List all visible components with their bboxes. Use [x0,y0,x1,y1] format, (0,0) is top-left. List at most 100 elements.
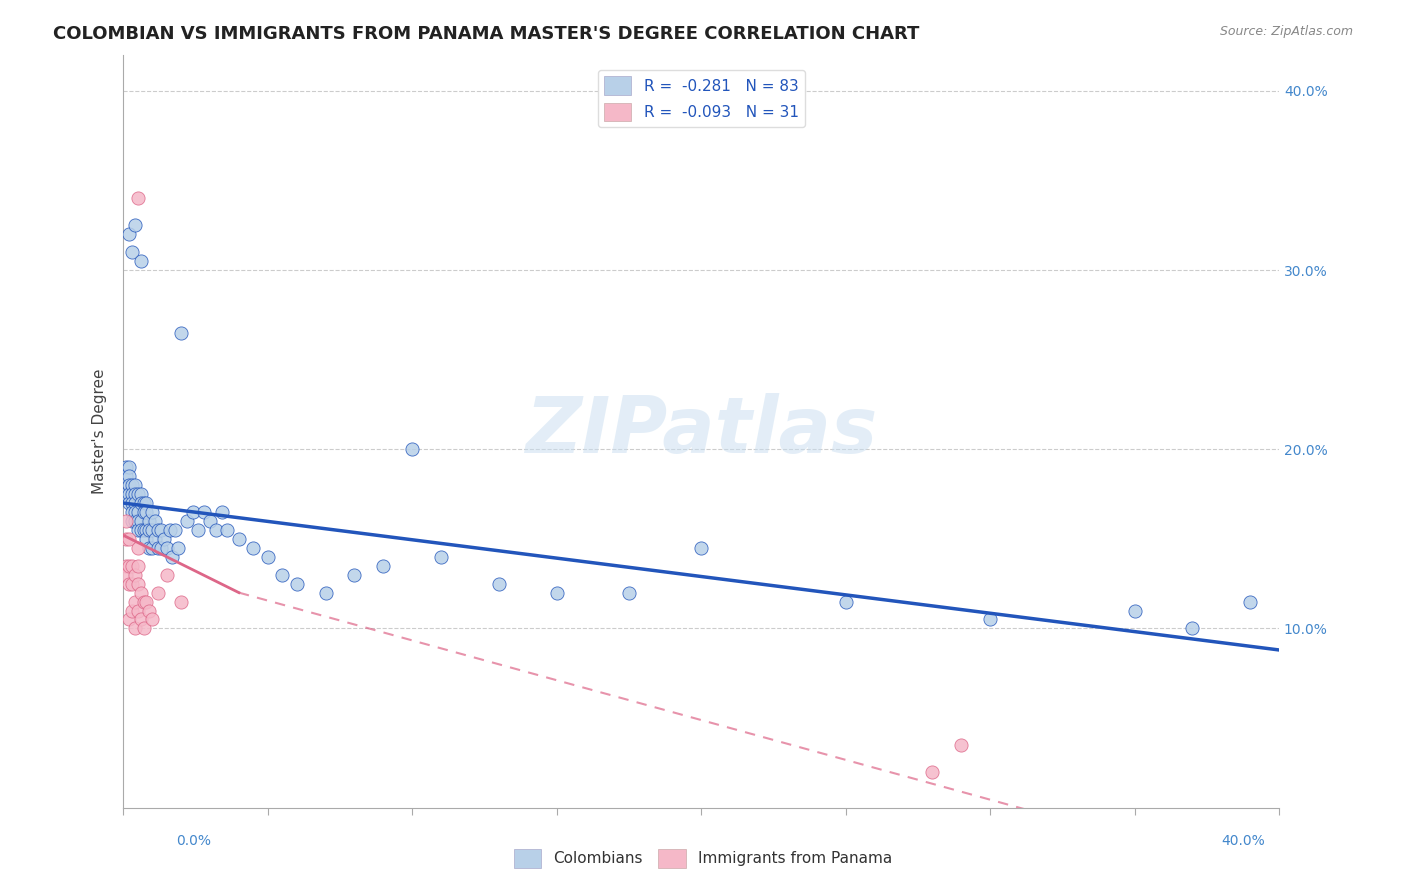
Point [141,523,163,537]
Point [129,514,152,528]
Point [127,523,149,537]
Point [170,594,193,608]
Point [146,541,169,555]
Point [271,567,294,582]
Point [127,514,149,528]
Point [138,523,160,537]
Point [146,523,169,537]
Point [285,576,308,591]
Y-axis label: Master's Degree: Master's Degree [93,368,107,494]
Point [138,541,160,555]
Text: 0.0%: 0.0% [176,834,211,848]
Point [129,254,152,268]
Point [138,514,160,528]
Point [979,613,1001,627]
Point [159,523,181,537]
Point [118,496,141,510]
Point [121,514,143,528]
Point [129,585,152,599]
Point [129,487,152,501]
Point [138,603,160,617]
Point [315,585,337,599]
Point [135,594,157,608]
Point [124,594,146,608]
Point [228,532,250,546]
Legend: R =  -0.281   N = 83, R =  -0.093   N = 31: R = -0.281 N = 83, R = -0.093 N = 31 [598,70,804,128]
Point [181,505,204,519]
Point [204,523,226,537]
Point [127,576,149,591]
Point [127,603,149,617]
Point [193,505,215,519]
Point [135,496,157,510]
Point [118,469,141,483]
Point [430,549,453,564]
Point [373,558,395,573]
Point [132,505,155,519]
Point [135,532,157,546]
Point [118,613,141,627]
Point [167,541,190,555]
Point [127,505,149,519]
Point [143,514,166,528]
Point [124,487,146,501]
Text: 40.0%: 40.0% [1222,834,1265,848]
Point [617,585,640,599]
Point [118,460,141,475]
Point [121,576,143,591]
Point [124,496,146,510]
Point [115,487,138,501]
Point [834,594,856,608]
Point [118,558,141,573]
Point [115,514,138,528]
Point [115,469,138,483]
Point [135,505,157,519]
Point [127,191,149,205]
Point [132,523,155,537]
Point [124,219,146,233]
Point [217,523,239,537]
Point [121,558,143,573]
Point [129,613,152,627]
Point [156,567,179,582]
Point [141,613,163,627]
Point [187,523,209,537]
Point [488,576,510,591]
Point [118,532,141,546]
Point [162,549,184,564]
Point [152,532,174,546]
Point [121,245,143,260]
Point [121,496,143,510]
Point [132,594,155,608]
Point [121,478,143,492]
Point [124,478,146,492]
Point [124,514,146,528]
Point [124,505,146,519]
Point [1181,622,1204,636]
Point [198,514,221,528]
Point [129,496,152,510]
Point [127,558,149,573]
Point [124,567,146,582]
Point [118,487,141,501]
Point [141,541,163,555]
Point [115,558,138,573]
Point [176,514,198,528]
Text: COLOMBIAN VS IMMIGRANTS FROM PANAMA MASTER'S DEGREE CORRELATION CHART: COLOMBIAN VS IMMIGRANTS FROM PANAMA MAST… [53,25,920,43]
Point [149,523,172,537]
Point [115,567,138,582]
Point [132,496,155,510]
Point [690,541,713,555]
Point [121,603,143,617]
Point [242,541,264,555]
Point [121,505,143,519]
Point [165,523,187,537]
Point [211,505,233,519]
Point [170,326,193,340]
Point [132,622,155,636]
Point [129,523,152,537]
Legend: Colombians, Immigrants from Panama: Colombians, Immigrants from Panama [508,843,898,873]
Point [127,487,149,501]
Point [115,532,138,546]
Point [118,478,141,492]
